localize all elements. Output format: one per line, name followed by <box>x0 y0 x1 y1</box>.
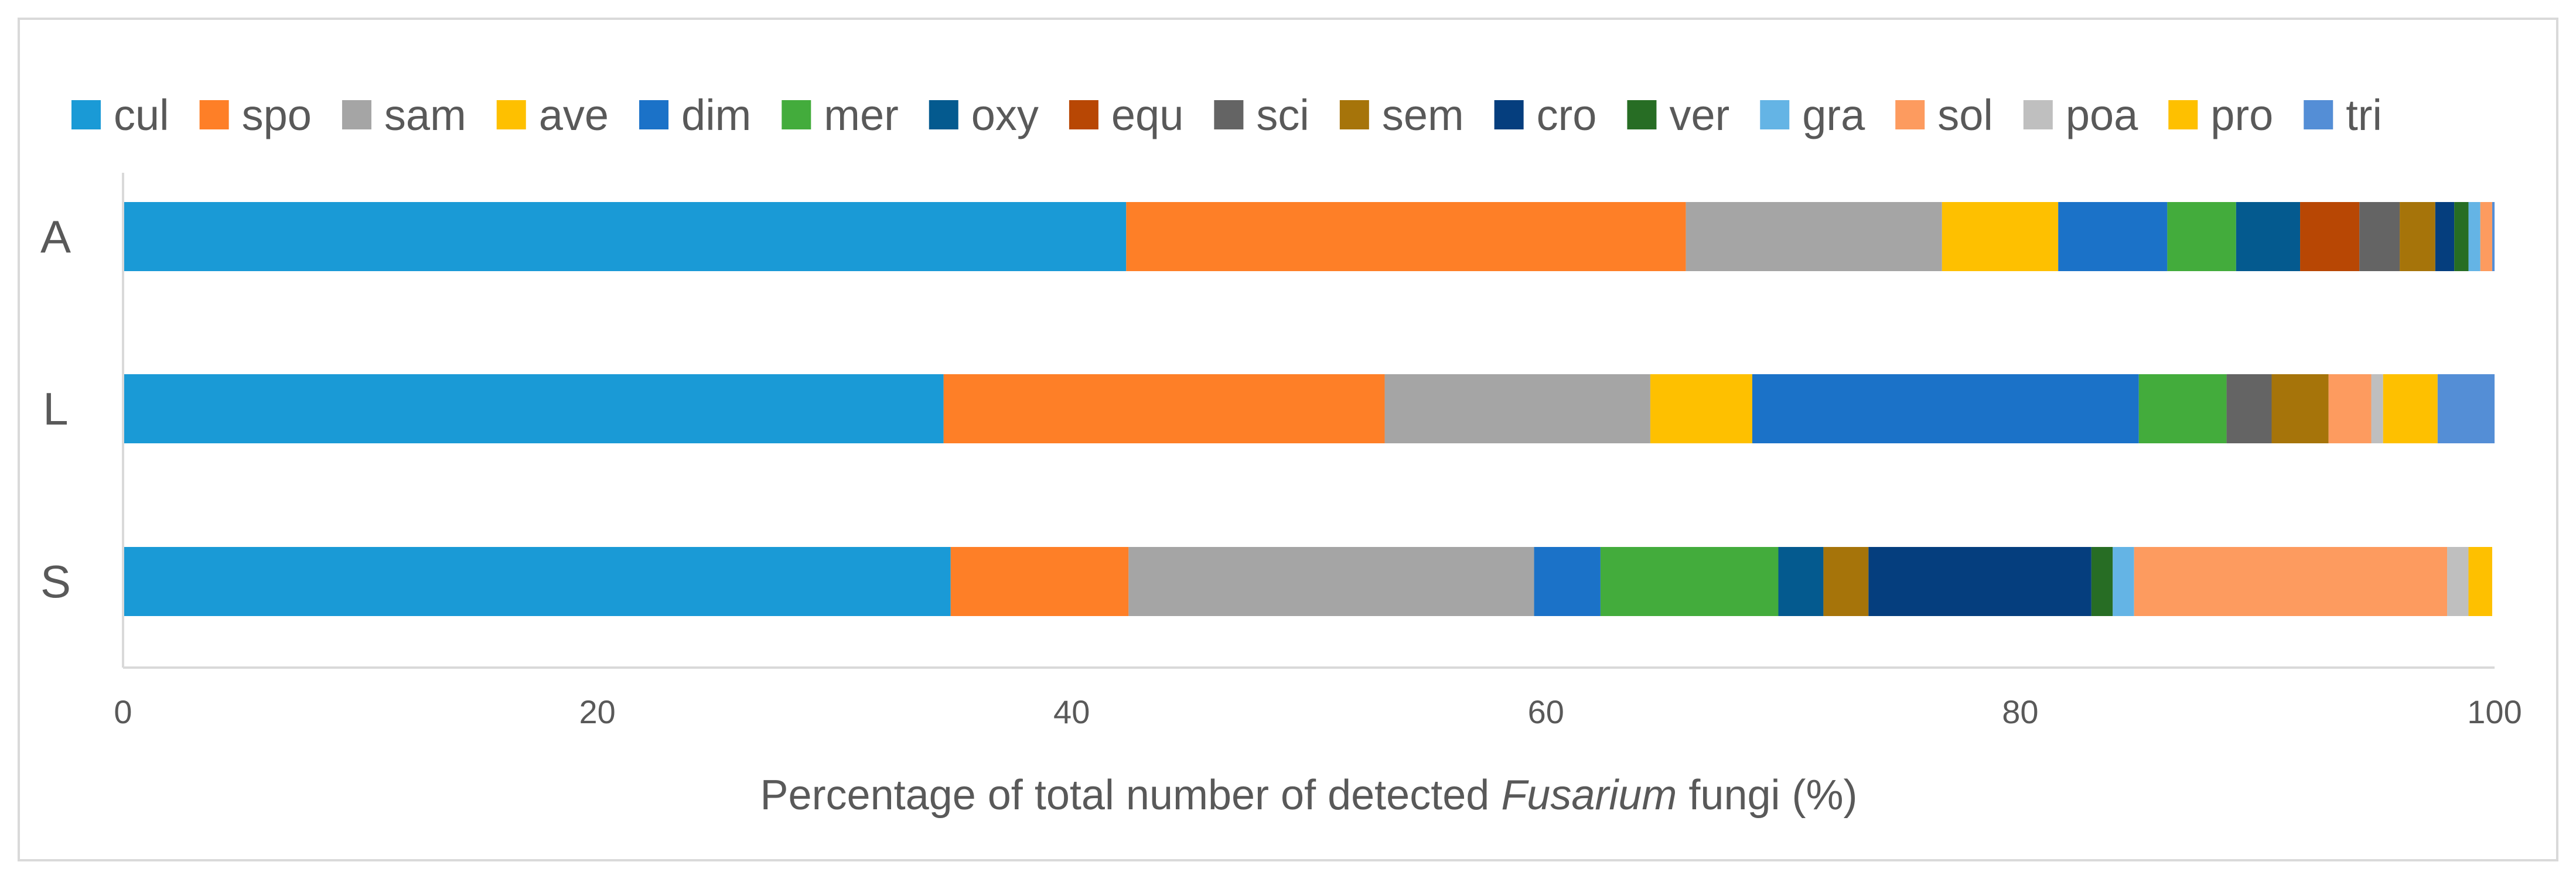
bar-segment-A-sol <box>2480 202 2492 271</box>
legend-swatch-sem <box>1339 100 1369 129</box>
bar-segment-A-sci <box>2359 202 2400 271</box>
bar-segment-A-cul <box>123 202 1127 271</box>
legend-label-oxy: oxy <box>971 91 1039 139</box>
bar-segment-L-cul <box>123 374 944 443</box>
bar-segment-L-sam <box>1384 374 1650 443</box>
legend-label-sci: sci <box>1256 91 1309 139</box>
legend-label-sam: sam <box>384 91 466 139</box>
bar-segment-A-dim <box>2058 202 2168 271</box>
legend-label-cul: cul <box>114 91 169 139</box>
bar-segment-S-poa <box>2447 547 2469 616</box>
bar-segment-A-gra <box>2468 202 2481 271</box>
legend-label-ver: ver <box>1669 91 1729 139</box>
bar-segment-S-ver <box>2091 547 2113 616</box>
bar-segment-L-spo <box>943 374 1385 443</box>
legend-label-equ: equ <box>1111 91 1183 139</box>
bar-segment-L-sol <box>2328 374 2372 443</box>
legend-swatch-cro <box>1494 100 1524 129</box>
x-tick-label-40: 40 <box>1053 693 1090 730</box>
legend-swatch-cul <box>71 100 101 129</box>
legend-swatch-pro <box>2168 100 2198 129</box>
legend-swatch-equ <box>1069 100 1098 129</box>
bar-segment-L-sem <box>2271 374 2329 443</box>
x-tick-label-0: 0 <box>114 693 132 730</box>
bar-segment-L-tri <box>2437 374 2495 443</box>
bar-segment-A-sem <box>2400 202 2435 271</box>
legend-swatch-gra <box>1760 100 1790 129</box>
x-tick-label-100: 100 <box>2467 693 2522 730</box>
bar-segment-A-mer <box>2167 202 2236 271</box>
legend-swatch-dim <box>639 100 669 129</box>
legend: cul spo sam ave dim mer oxy equ sci sem cro ver gra s… <box>71 91 2382 139</box>
bar-segment-L-dim <box>1752 374 2139 443</box>
legend-swatch-ave <box>496 100 526 129</box>
legend-swatch-poa <box>2023 100 2053 129</box>
bar-segment-A-cro <box>2435 202 2455 271</box>
bar-segment-S-gra <box>2113 547 2134 616</box>
bar-segment-A-spo <box>1126 202 1686 271</box>
legend-swatch-sol <box>1895 100 1925 129</box>
bar-segment-A-equ <box>2300 202 2360 271</box>
bar-segment-L-mer <box>2138 374 2227 443</box>
legend-label-ave: ave <box>539 91 609 139</box>
bar-segment-A-oxy <box>2236 202 2301 271</box>
bar-segment-S-dim <box>1534 547 1601 616</box>
bar-segment-L-sci <box>2226 374 2272 443</box>
bar-segment-S-cul <box>123 547 951 616</box>
legend-label-dim: dim <box>681 91 751 139</box>
legend-label-mer: mer <box>824 91 898 139</box>
bar-segment-S-sol <box>2134 547 2448 616</box>
category-label-A: A <box>40 211 71 262</box>
plot-area <box>123 202 2495 616</box>
bar-segment-L-poa <box>2371 374 2383 443</box>
x-tick-label-80: 80 <box>2002 693 2038 730</box>
legend-swatch-sam <box>342 100 371 129</box>
x-tick-label-60: 60 <box>1528 693 1564 730</box>
x-tick-label-20: 20 <box>579 693 615 730</box>
legend-swatch-oxy <box>929 100 958 129</box>
category-label-L: L <box>43 383 68 435</box>
bar-segment-S-mer <box>1600 547 1779 616</box>
x-axis-title-part-1: Fusarium <box>1501 772 1677 819</box>
category-axis-labels: A L S <box>40 211 71 607</box>
legend-label-pro: pro <box>2210 91 2273 139</box>
legend-label-spo: spo <box>242 91 312 139</box>
bar-segment-A-ver <box>2454 202 2469 271</box>
value-axis-ticks: 0 20 40 60 80 100 <box>114 693 2522 730</box>
x-axis-title-part-2: fungi (%) <box>1677 772 1857 819</box>
bar-segment-S-oxy <box>1778 547 1824 616</box>
bar-segment-L-pro <box>2383 374 2438 443</box>
x-axis-title: Percentage of total number of detected F… <box>760 772 1858 819</box>
legend-swatch-spo <box>199 100 229 129</box>
bar-segment-A-ave <box>1942 202 2059 271</box>
legend-label-cro: cro <box>1537 91 1597 139</box>
bar-segment-A-tri <box>2492 202 2495 271</box>
bar-segment-S-pro <box>2468 547 2492 616</box>
legend-label-sem: sem <box>1382 91 1464 139</box>
bar-segment-S-sam <box>1128 547 1534 616</box>
legend-label-gra: gra <box>1802 91 1865 139</box>
bar-segment-S-sem <box>1823 547 1869 616</box>
bar-segment-L-ave <box>1650 374 1752 443</box>
legend-swatch-tri <box>2304 100 2333 129</box>
category-label-S: S <box>40 556 71 607</box>
bar-segment-S-spo <box>950 547 1129 616</box>
bar-segment-S-cro <box>1868 547 2091 616</box>
x-axis-title-part-0: Percentage of total number of detected <box>760 772 1502 819</box>
legend-label-poa: poa <box>2066 91 2138 139</box>
bar-segment-A-sam <box>1686 202 1942 271</box>
legend-swatch-mer <box>782 100 811 129</box>
legend-swatch-ver <box>1627 100 1657 129</box>
legend-label-tri: tri <box>2346 91 2382 139</box>
legend-swatch-sci <box>1214 100 1244 129</box>
legend-label-sol: sol <box>1937 91 1993 139</box>
